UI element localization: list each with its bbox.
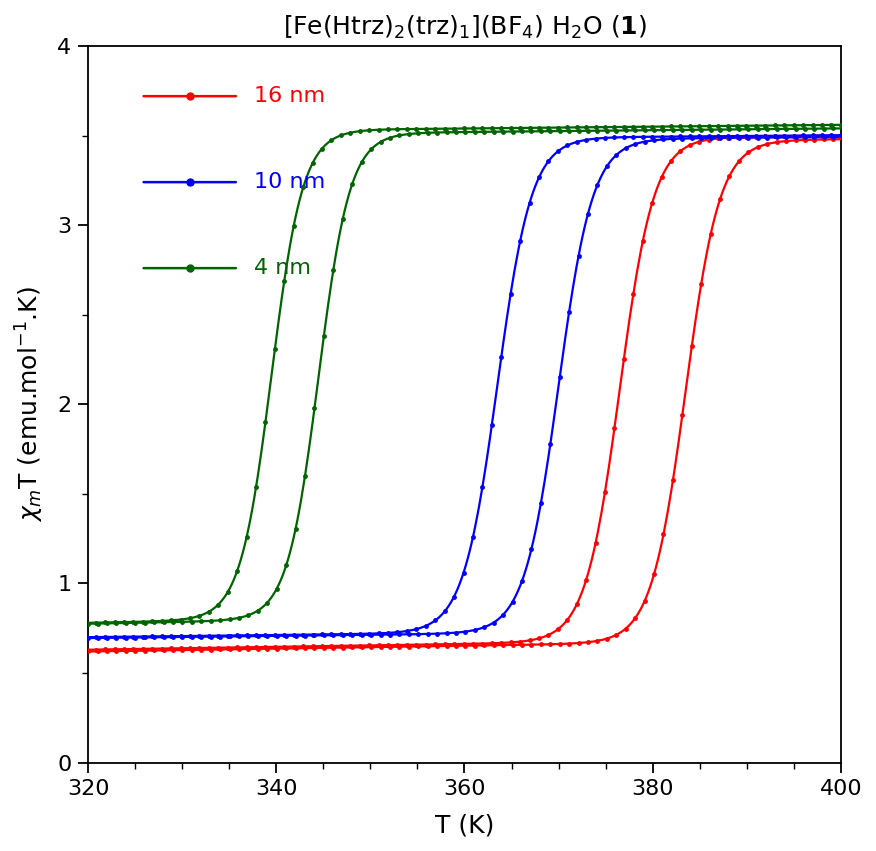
Title: $\rm [Fe(Htrz)_2(trz)_1](BF_4)\ H_2O\ ($$\mathbf{1}$$\rm )$: $\rm [Fe(Htrz)_2(trz)_1](BF_4)\ H_2O\ ($… [283, 14, 646, 41]
Y-axis label: $\chi_m$T (emu.mol$^{-1}$.K): $\chi_m$T (emu.mol$^{-1}$.K) [14, 287, 46, 523]
X-axis label: T (K): T (K) [434, 813, 494, 837]
Text: 4 nm: 4 nm [254, 258, 311, 278]
Text: 16 nm: 16 nm [254, 86, 325, 106]
Text: 10 nm: 10 nm [254, 172, 325, 192]
